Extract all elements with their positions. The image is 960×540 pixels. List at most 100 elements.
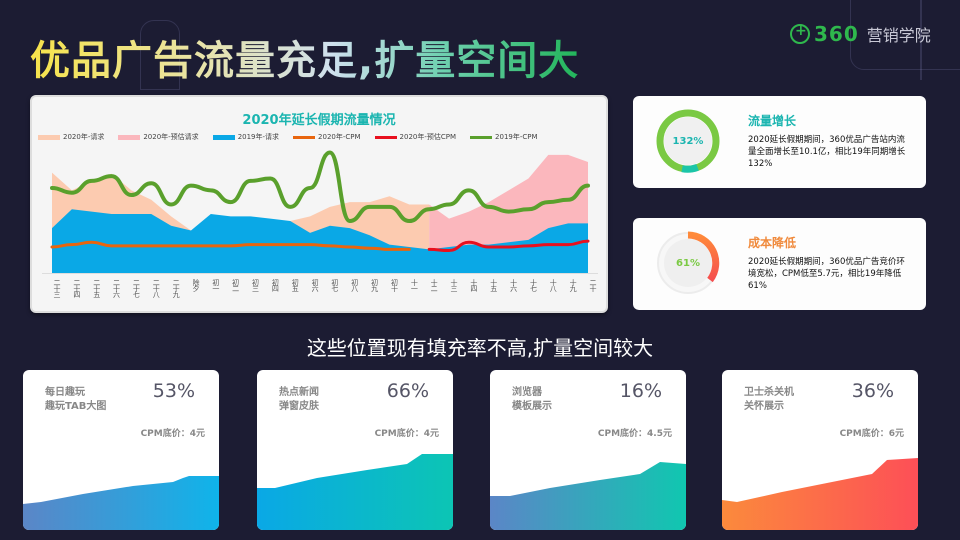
line-series [50, 240, 411, 251]
fill-rate: 53% [152, 380, 195, 402]
fill-rate: 66% [386, 380, 429, 402]
x-axis-label: 除夕 [191, 279, 200, 291]
position-name-line1: 每日趣玩 [45, 387, 85, 398]
traffic-area-chart [42, 150, 598, 274]
cpm-floor-price: CPM底价：4元 [140, 429, 205, 439]
line-series [50, 150, 590, 224]
x-axis-label: 十一 [410, 279, 419, 291]
background-decoration [850, 0, 960, 70]
fill-area-chart [257, 454, 453, 530]
donut-chart-icon [657, 231, 720, 294]
stat-card-cost-reduction: 61% 成本降低 2020延长假期期间，360优品广告竞价环境宽松，CPM低至5… [633, 218, 926, 310]
line-series [427, 239, 590, 253]
cpm-floor-price: CPM底价：4元 [374, 429, 439, 439]
stat-value: 61% [676, 257, 700, 269]
legend-label: 2019年-CPM [495, 133, 538, 141]
logo-text: 营销学院 [866, 26, 931, 45]
position-name: 每日趣玩 趣玩TAB大图 [45, 386, 106, 414]
donut-chart-icon [656, 109, 720, 173]
position-name-line1: 浏览器 [512, 387, 542, 398]
legend-swatch-icon [374, 135, 397, 139]
legend-label: 2020年-请求 [63, 133, 105, 141]
position-name-line2: 模板展示 [512, 401, 552, 412]
x-axis-label: 二十七 [132, 279, 141, 297]
legend-swatch-icon [38, 134, 60, 140]
x-axis-label: 初十 [390, 279, 399, 291]
legend-item[interactable]: 2019年-CPM [470, 132, 538, 142]
fill-area-chart [722, 458, 918, 530]
legend-item[interactable]: 2020年-预估请求 [118, 132, 199, 142]
x-axis-label: 十三 [450, 279, 459, 291]
ad-position-card[interactable]: 每日趣玩 趣玩TAB大图 53% CPM底价：4元 [23, 370, 219, 530]
legend-item[interactable]: 2019年-请求 [212, 132, 280, 142]
page-title: 优品广告流量充足,扩量空间大 [30, 28, 579, 86]
stat-value: 132% [672, 135, 704, 147]
background-decoration [140, 20, 180, 90]
stat-card-traffic-growth: 132% 流量增长 2020延长假期期间，360优品广告站内流量全面增长至10.… [633, 96, 926, 188]
x-axis-label: 十六 [509, 279, 518, 291]
x-axis-label: 十四 [469, 279, 478, 291]
legend-label: 2019年-请求 [237, 133, 280, 141]
x-axis-label: 初七 [330, 279, 339, 291]
fill-area-chart [23, 476, 219, 530]
x-axis-label: 二十四 [72, 279, 81, 297]
x-axis-label: 十五 [489, 279, 498, 291]
legend-label: 2020年-预估CPM [399, 133, 457, 141]
position-name-line2: 关怀展示 [744, 401, 784, 412]
legend-item[interactable]: 2020年-CPM [293, 132, 361, 142]
brand-logo: 360 营销学院 [790, 22, 931, 46]
legend-item[interactable]: 2020年-请求 [38, 132, 104, 142]
position-name-line1: 热点新闻 [279, 387, 319, 398]
x-axis-label: 二十三 [53, 279, 61, 297]
x-axis-label: 初一 [211, 279, 220, 291]
ad-position-card[interactable]: 热点新闻 弹窗皮肤 66% CPM底价：4元 [257, 370, 453, 530]
position-name-line2: 趣玩TAB大图 [45, 401, 107, 412]
logo-number: 360 [814, 22, 859, 46]
x-axis-label: 初三 [251, 279, 260, 291]
stat-title: 成本降低 [748, 236, 797, 250]
cpm-floor-price: CPM底价：4.5元 [597, 429, 672, 439]
x-axis-label: 十九 [569, 279, 578, 291]
legend-label: 2020年-CPM [318, 133, 361, 141]
legend-item[interactable]: 2020年-预估CPM [374, 132, 457, 142]
traffic-chart-card: 2020年延长假期流量情况 2020年-请求 2020年-预估请求 2019年-请求… [30, 95, 608, 313]
x-axis-label: 二十九 [172, 279, 181, 297]
x-axis-label: 初九 [370, 279, 379, 291]
x-axis-label: 初六 [311, 279, 320, 291]
area-series [52, 209, 588, 273]
legend-swatch-icon [118, 134, 141, 140]
background-decoration [920, 0, 922, 80]
fill-rate: 36% [851, 380, 894, 402]
x-axis-label: 二十八 [152, 279, 161, 297]
x-axis-label: 二十五 [92, 279, 101, 297]
stat-title: 流量增长 [748, 114, 797, 128]
x-axis-labels: 二十三 二十四 二十五 二十六 二十七 二十八 二十九 除夕 初一 初二 初三 初四 初五 初六 初七 初八初… [46, 279, 597, 309]
x-axis-label: 初五 [291, 279, 300, 291]
ad-position-card[interactable]: 卫士杀关机 关怀展示 36% CPM底价：6元 [722, 370, 918, 530]
cpm-floor-price: CPM底价：6元 [839, 429, 904, 439]
chart-title: 2020年延长假期流量情况 [242, 113, 396, 128]
legend-label: 2020年-预估请求 [143, 133, 199, 141]
fill-area-chart [490, 462, 686, 530]
fill-rate: 16% [619, 380, 662, 402]
legend-swatch-icon [212, 134, 235, 140]
x-axis-label: 十二 [430, 279, 439, 291]
position-name: 热点新闻 弹窗皮肤 [279, 386, 319, 414]
position-name: 浏览器 模板展示 [512, 386, 552, 414]
legend-swatch-icon [293, 135, 316, 139]
chart-legend: 2020年-请求 2020年-预估请求 2019年-请求 2020年-CPM 2020年… [38, 132, 538, 142]
stat-description: 2020延长假期期间，360优品广告站内流量全面增长至10.1亿，相比19年同期… [748, 135, 906, 169]
position-name: 卫士杀关机 关怀展示 [744, 386, 794, 414]
x-axis-label: 初二 [231, 279, 240, 291]
x-axis-label: 二十 [589, 279, 597, 291]
x-axis-label: 初四 [271, 279, 280, 291]
section-subtitle: 这些位置现有填充率不高,扩量空间较大 [306, 336, 654, 360]
x-axis-label: 初八 [350, 279, 359, 291]
x-axis-label: 十七 [529, 279, 538, 291]
x-axis-label: 二十六 [112, 279, 121, 297]
x-axis-label: 十八 [549, 279, 558, 291]
position-name-line1: 卫士杀关机 [744, 387, 794, 398]
360-logo-icon [790, 23, 810, 44]
legend-swatch-icon [470, 135, 493, 139]
ad-position-card[interactable]: 浏览器 模板展示 16% CPM底价：4.5元 [490, 370, 686, 530]
